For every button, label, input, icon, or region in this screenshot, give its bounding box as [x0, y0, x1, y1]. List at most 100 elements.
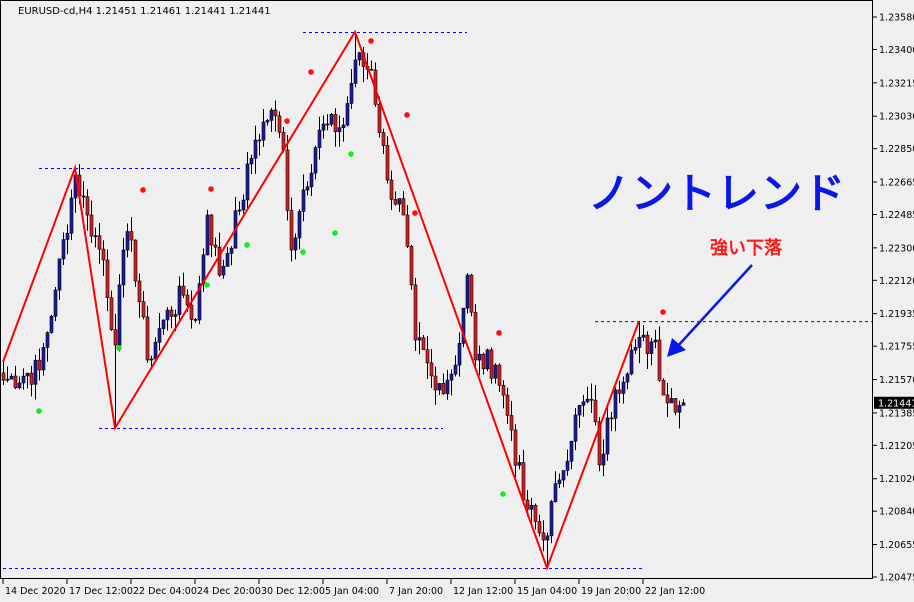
bull-candle-body: [173, 314, 178, 317]
candle: [81, 181, 86, 208]
bull-candle-body: [465, 274, 470, 309]
bear-candle-body: [369, 68, 374, 71]
candle: [193, 318, 198, 323]
candle: [549, 499, 554, 544]
bull-candle-body: [309, 172, 314, 188]
candle: [513, 424, 518, 478]
arrow-shaft: [675, 264, 753, 349]
time-tick-label: 14 Dec 2020: [5, 586, 66, 597]
bull-candle-body: [5, 378, 10, 381]
candle: [557, 473, 562, 489]
bull-candle-body: [57, 258, 62, 291]
bull-candle-body: [681, 402, 686, 406]
candle: [101, 240, 106, 277]
candle: [253, 125, 258, 174]
candle: [565, 449, 570, 476]
candle: [49, 314, 54, 334]
candle: [85, 189, 90, 231]
price-tick-label: 1.21205: [879, 441, 914, 452]
candle: [141, 290, 146, 320]
candle: [241, 194, 246, 214]
bull-candle-body: [457, 343, 462, 366]
candle: [381, 128, 386, 154]
candle: [13, 365, 18, 390]
price-tick-label: 1.22120: [879, 276, 914, 287]
bear-candle-body: [217, 246, 222, 276]
candle: [297, 209, 302, 250]
bull-candle-body: [269, 109, 274, 121]
candle: [473, 304, 478, 369]
candle: [425, 335, 430, 379]
candle: [341, 117, 346, 142]
candle: [621, 376, 626, 404]
bull-candle-body: [553, 483, 558, 502]
price-tick-label: 1.22850: [879, 144, 914, 155]
candle: [181, 272, 186, 299]
time-tick-label: 30 Dec 12:00: [261, 586, 325, 597]
candle: [21, 368, 26, 390]
bull-candle-body: [345, 103, 350, 126]
price-tick-label: 1.20655: [879, 540, 914, 551]
candle: [469, 274, 474, 317]
candle: [397, 198, 402, 213]
bull-candle-body: [17, 382, 22, 389]
candle: [385, 136, 390, 184]
time-tick-label: 12 Jan 12:00: [453, 586, 513, 597]
candle: [437, 383, 442, 396]
bull-candle-body: [529, 504, 534, 510]
bear-candle-body: [277, 115, 282, 133]
zigzag-line: [2, 29, 640, 571]
green-signal-dot: [36, 408, 42, 414]
candle: [17, 376, 22, 390]
candle: [533, 503, 538, 530]
candle: [477, 345, 482, 376]
candle: [89, 200, 94, 243]
candle: [641, 325, 646, 342]
candle: [189, 290, 194, 329]
green-signal-dot: [348, 151, 354, 157]
bull-candle-body: [629, 349, 634, 375]
candle: [545, 532, 550, 568]
bull-candle-body: [161, 319, 166, 329]
candle: [69, 189, 74, 241]
bear-candle-body: [481, 353, 486, 370]
bear-candle-body: [81, 195, 86, 198]
candle: [289, 197, 294, 262]
candle: [5, 366, 10, 383]
candle: [657, 326, 662, 382]
candle: [137, 273, 142, 318]
red-signal-dot: [496, 330, 502, 336]
candle: [229, 246, 234, 266]
candle: [213, 237, 218, 257]
candle: [353, 31, 358, 88]
candle: [105, 249, 110, 312]
candle: [465, 273, 470, 314]
green-signal-dot: [332, 230, 338, 236]
bear-candle-body: [393, 199, 398, 205]
bull-candle-body: [557, 479, 562, 484]
bear-candle-body: [101, 248, 106, 261]
bull-candle-body: [477, 353, 482, 361]
candle: [345, 96, 350, 127]
arrow-head-icon: [667, 338, 686, 357]
candle: [553, 471, 558, 503]
time-axis[interactable]: 14 Dec 2020 17 Dec 12:00 22 Dec 04:00 24 De…: [2, 579, 705, 597]
bull-candle-body: [69, 197, 74, 234]
price-axis[interactable]: 1.23580 1.23400 1.23215 1.23030 1.22850 1.226…: [873, 13, 914, 584]
bull-candle-body: [249, 158, 254, 165]
candle: [493, 363, 498, 384]
bull-candle-body: [265, 120, 270, 123]
candle: [537, 514, 542, 537]
bull-candle-body: [153, 342, 158, 360]
bear-candle-body: [497, 364, 502, 386]
candle: [277, 111, 282, 138]
bull-candle-body: [221, 266, 226, 276]
time-tick-label: 22 Jan 12:00: [645, 586, 705, 597]
bull-candle-body: [253, 139, 258, 159]
bull-candle-body: [573, 414, 578, 442]
candle: [609, 411, 614, 432]
candle: [505, 387, 510, 424]
bull-candle-body: [293, 237, 298, 251]
candle: [1, 362, 6, 385]
